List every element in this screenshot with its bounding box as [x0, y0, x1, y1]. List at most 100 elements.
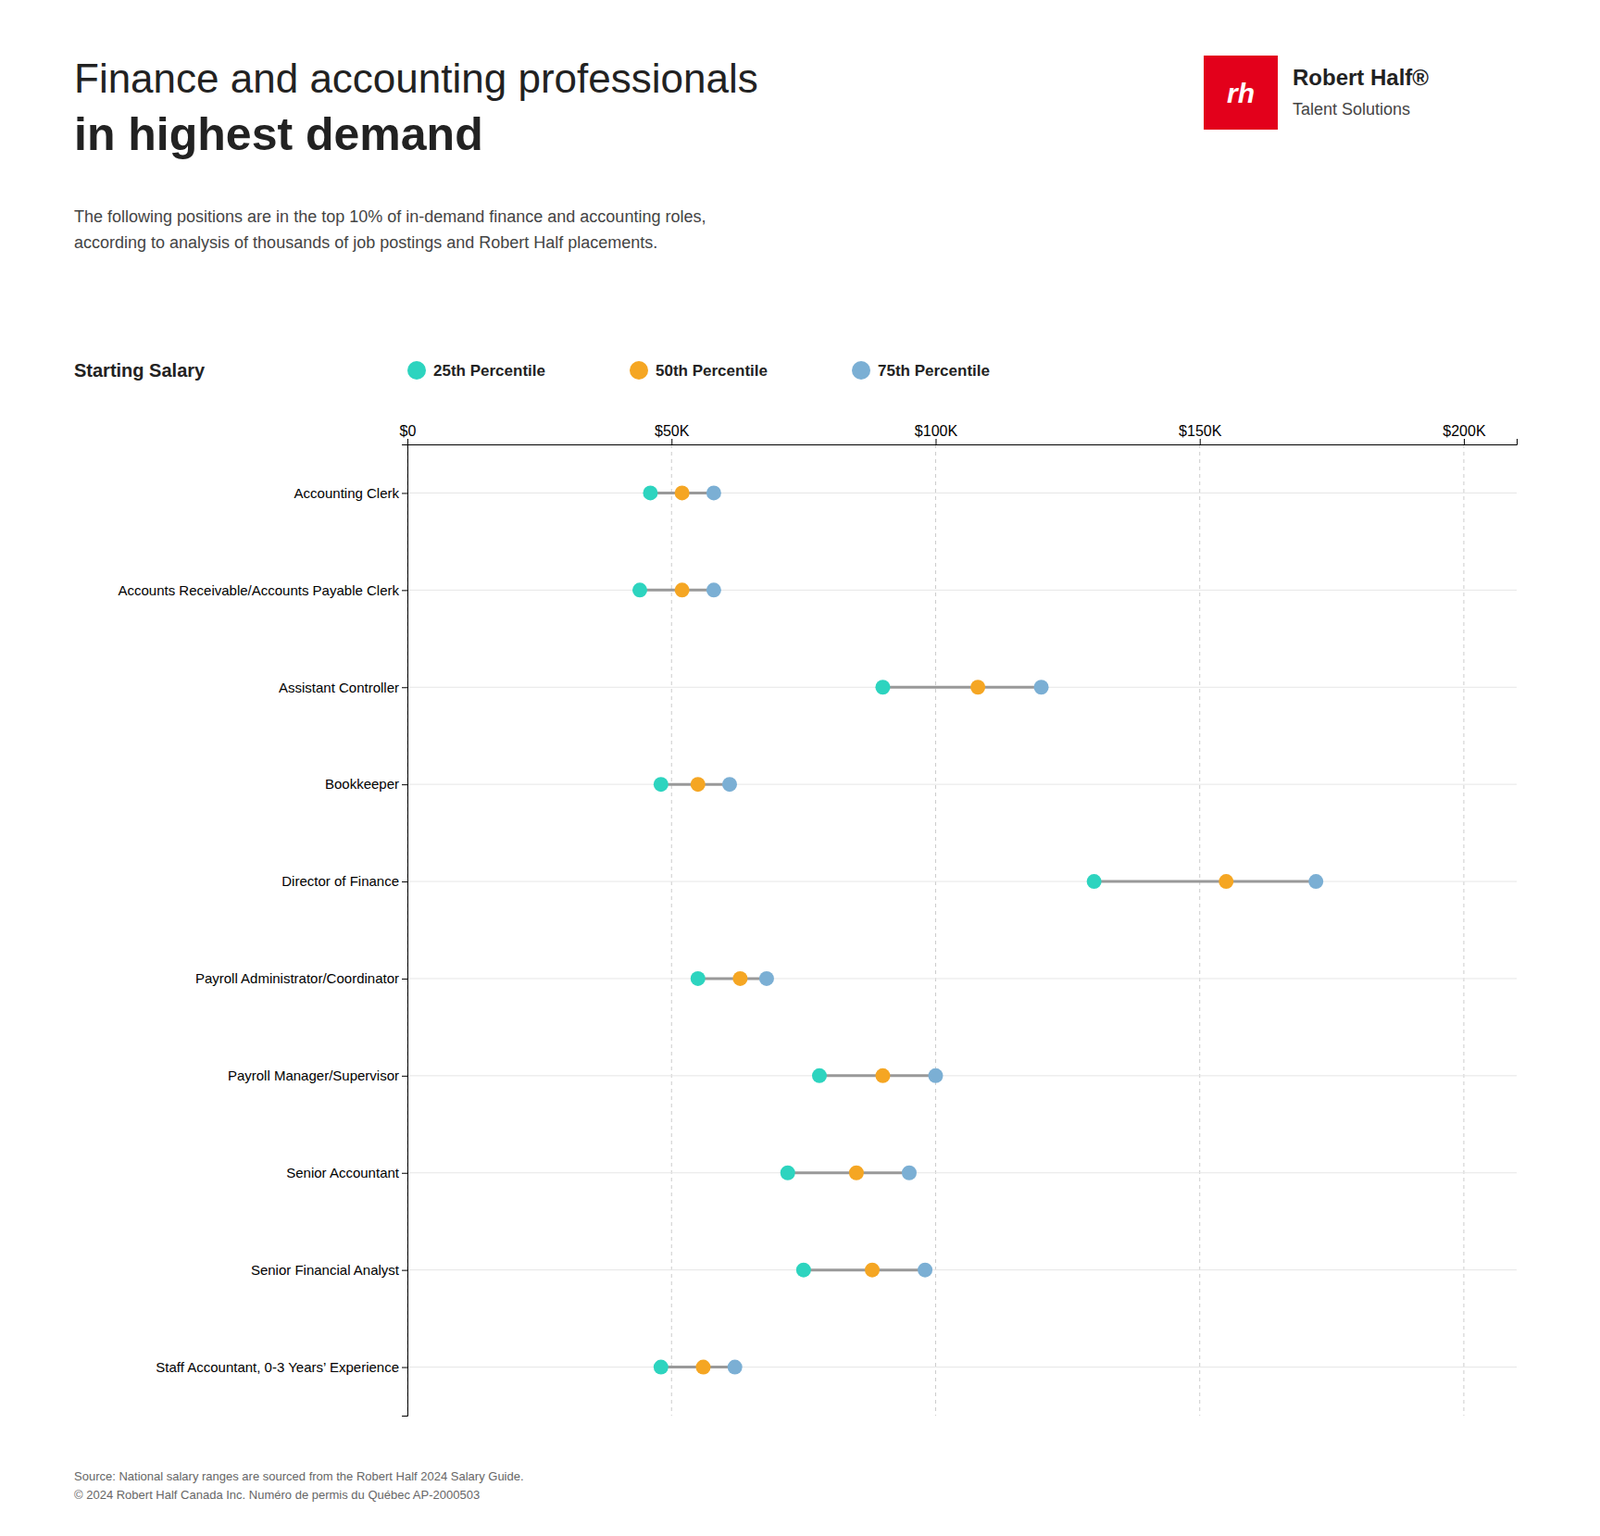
legend-item: 50th Percentile	[629, 361, 768, 380]
y-tick-mark	[401, 881, 408, 883]
title: Finance and accounting professionalsin h…	[74, 55, 759, 161]
dot	[759, 971, 775, 987]
dot	[706, 582, 722, 598]
dot	[695, 1360, 711, 1375]
legend-label: 50th Percentile	[655, 362, 768, 380]
y-tick-mark	[401, 1270, 408, 1272]
x-axis-title: Starting Salary	[74, 360, 206, 381]
legend-swatch	[629, 361, 649, 380]
brand-name: Robert Half®	[1292, 64, 1429, 90]
x-tick-label: $0	[400, 423, 417, 439]
source: Source: National salary ranges are sourc…	[74, 1469, 525, 1502]
grid-line-y	[407, 784, 1517, 786]
dot	[727, 1360, 743, 1375]
range-line	[698, 976, 767, 980]
legend-item: 25th Percentile	[407, 361, 546, 380]
range-line	[882, 686, 1041, 689]
subtitle: The following positions are in the top 1…	[74, 207, 706, 252]
x-tick: $100K	[914, 423, 959, 445]
dot	[1218, 874, 1234, 889]
logo-mark: rh	[1226, 77, 1255, 109]
legend: 25th Percentile 50th Percentile 75th Perce…	[407, 361, 990, 380]
y-tick-label: Senior Financial Analyst	[250, 1262, 400, 1278]
y-tick-label: Accounting Clerk	[294, 485, 400, 501]
x-tick-label: $150K	[1178, 423, 1223, 439]
y-tick-label: Staff Accountant, 0-3 Years’ Experience	[155, 1359, 400, 1375]
grid-line-y	[407, 1366, 1517, 1368]
dot	[864, 1262, 880, 1278]
y-tick-mark	[401, 492, 408, 494]
grid-line-y	[407, 881, 1517, 883]
y-tick: Payroll Manager/Supervisor	[227, 1067, 408, 1084]
grid-line-y	[407, 1075, 1517, 1076]
dot	[875, 1068, 890, 1084]
y-tick-label: Director of Finance	[281, 873, 400, 889]
y-tick-mark	[401, 784, 408, 786]
y-tick-label: Payroll Administrator/Coordinator	[195, 970, 400, 987]
y-tick: Director of Finance	[281, 873, 408, 889]
x-tick-label: $100K	[914, 423, 959, 439]
x-tick-label: $50K	[654, 423, 690, 439]
legend-label: 75th Percentile	[877, 362, 990, 380]
brand-tagline: Talent Solutions	[1292, 100, 1411, 119]
grid-line-y	[407, 1172, 1517, 1174]
x-tick-mark	[935, 438, 937, 445]
y-tick-label: Assistant Controller	[278, 679, 400, 696]
x-tick-mark	[407, 438, 409, 445]
range-line	[803, 1268, 925, 1272]
plot: $0$50K$100K$150K$200KAccounting ClerkAcc…	[118, 423, 1518, 1417]
x-tick-label: $200K	[1442, 423, 1487, 439]
dot	[653, 1360, 669, 1375]
range-line	[1094, 880, 1317, 884]
x-axis: $0 $50K $100K $150K $200K	[400, 423, 1518, 446]
legend-item: 75th Percentile	[851, 361, 990, 380]
dot	[732, 971, 748, 987]
x-tick: $150K	[1178, 423, 1223, 445]
y-tick: Staff Accountant, 0-3 Years’ Experience	[155, 1359, 408, 1375]
dot	[812, 1068, 827, 1084]
dot	[706, 485, 722, 500]
chart: Finance and accounting professionalsin h…	[0, 0, 1600, 1536]
dot	[675, 485, 690, 500]
dot	[917, 1262, 933, 1278]
y-tick: Senior Financial Analyst	[250, 1262, 408, 1278]
dot	[1034, 679, 1050, 695]
x-tick: $50K	[654, 423, 690, 445]
grid-line-y	[407, 1269, 1517, 1271]
y-tick: Assistant Controller	[278, 679, 408, 696]
dot	[875, 679, 890, 695]
range-line	[787, 1171, 910, 1175]
grid-line-y	[407, 687, 1517, 688]
y-axis-line	[401, 445, 409, 1417]
y-tick-mark	[401, 687, 408, 688]
dot	[796, 1262, 812, 1278]
legend-label: 25th Percentile	[433, 362, 546, 380]
logo-box	[1203, 55, 1278, 130]
dot	[632, 582, 648, 598]
y-tick-mark	[401, 1173, 408, 1175]
y-tick-mark	[401, 1367, 408, 1369]
y-tick: Senior Accountant	[286, 1164, 408, 1181]
grid	[407, 444, 1517, 1416]
y-tick-label: Bookkeeper	[325, 775, 400, 792]
grid-line-y	[407, 589, 1517, 591]
x-tick: $200K	[1442, 423, 1487, 445]
grid-line-y	[407, 492, 1517, 494]
y-tick-mark	[401, 1075, 408, 1077]
y-tick-label: Accounts Receivable/Accounts Payable Cle…	[118, 582, 400, 599]
y-tick: Accounting Clerk	[294, 485, 408, 501]
y-tick-mark	[401, 589, 408, 591]
y-tick-label: Payroll Manager/Supervisor	[227, 1067, 400, 1084]
legend-swatch	[407, 361, 426, 380]
y-tick-mark	[401, 978, 408, 980]
y-tick: Bookkeeper	[325, 775, 408, 792]
dot	[780, 1165, 796, 1181]
y-tick: Payroll Administrator/Coordinator	[195, 970, 408, 987]
dot	[642, 485, 658, 500]
logo: rh Robert Half® Talent Solutions	[1203, 55, 1429, 130]
y-axis: Accounting Clerk Accounts Receivable/Acco…	[118, 445, 409, 1417]
x-axis-line	[408, 438, 1518, 446]
legend-swatch	[851, 361, 871, 380]
dot	[690, 776, 706, 792]
x-tick-mark	[1463, 438, 1465, 445]
